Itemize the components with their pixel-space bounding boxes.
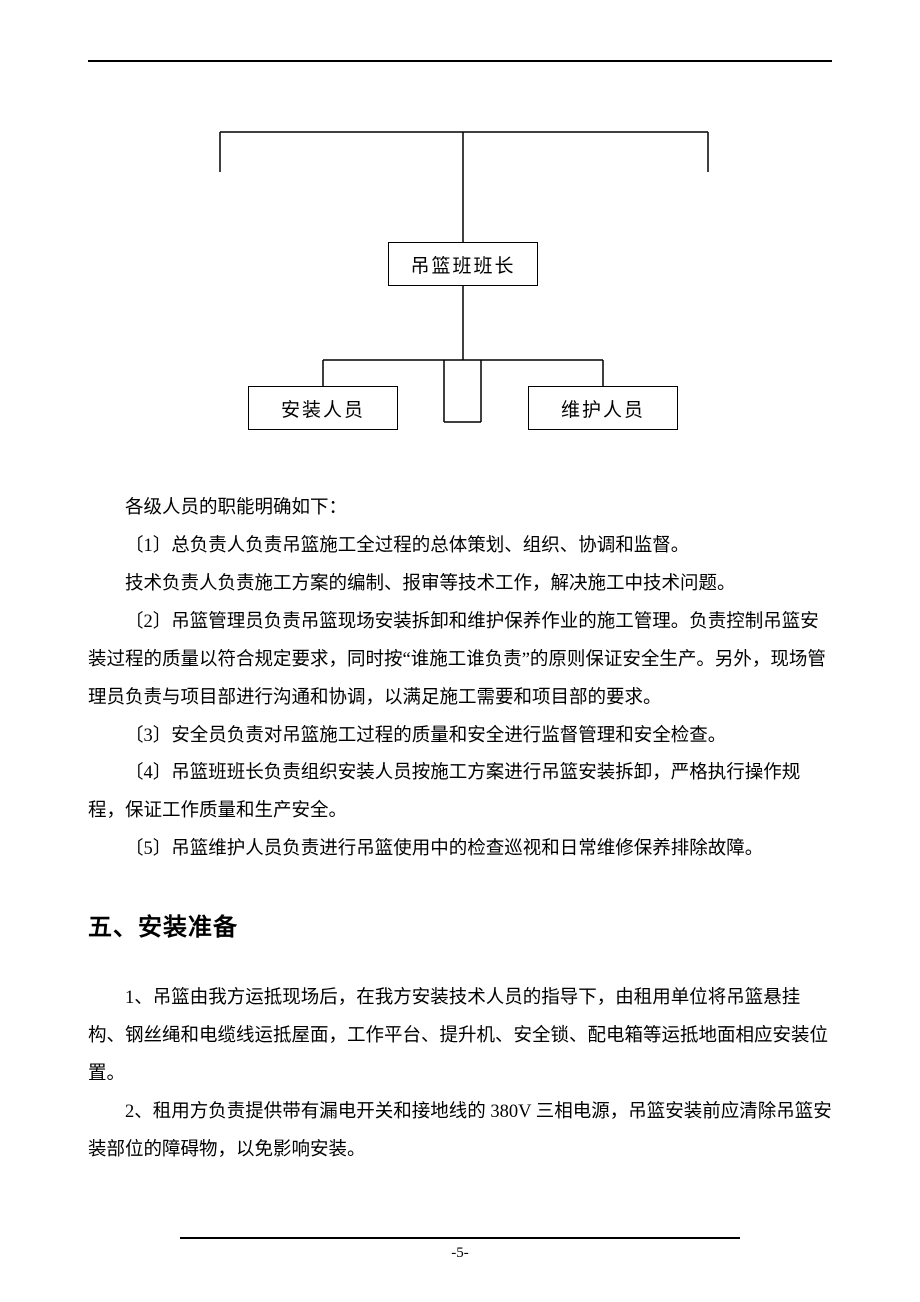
bottom-horizontal-rule [180, 1237, 740, 1239]
section-heading-5: 五、安装准备 [88, 903, 832, 952]
paragraph-intro: 各级人员的职能明确如下： [88, 490, 832, 528]
paragraph-4: 〔4〕吊篮班班长负责组织安装人员按施工方案进行吊篮安装拆卸，严格执行操作规程，保… [88, 755, 832, 831]
section5-paragraph-1: 1、吊篮由我方运抵现场后，在我方安装技术人员的指导下，由租用单位将吊篮悬挂构、钢… [88, 980, 832, 1094]
org-node-maintenance: 维护人员 [528, 386, 678, 430]
section5-paragraph-2: 2、租用方负责提供带有漏电开关和接地线的 380V 三相电源，吊篮安装前应清除吊… [88, 1094, 832, 1170]
org-node-label: 吊篮班班长 [410, 251, 515, 278]
org-node-label: 安装人员 [281, 395, 365, 422]
page: 吊篮班班长 安装人员 维护人员 各级人员的职能明确如下： 〔1〕总负责人负责吊篮… [0, 0, 920, 1302]
top-horizontal-rule [88, 60, 832, 62]
org-node-team-leader: 吊篮班班长 [388, 242, 538, 286]
paragraph-1: 〔1〕总负责人负责吊篮施工全过程的总体策划、组织、协调和监督。 [88, 528, 832, 566]
page-footer: -5- [88, 1237, 832, 1262]
org-node-label: 维护人员 [561, 395, 645, 422]
paragraph-1b: 技术负责人负责施工方案的编制、报审等技术工作，解决施工中技术问题。 [88, 566, 832, 604]
paragraph-5: 〔5〕吊篮维护人员负责进行吊篮使用中的检查巡视和日常维修保养排除故障。 [88, 831, 832, 869]
body-text: 各级人员的职能明确如下： 〔1〕总负责人负责吊篮施工全过程的总体策划、组织、协调… [88, 490, 832, 1170]
page-number: -5- [88, 1245, 832, 1262]
paragraph-2: 〔2〕吊篮管理员负责吊篮现场安装拆卸和维护保养作业的施工管理。负责控制吊篮安装过… [88, 604, 832, 718]
paragraph-3: 〔3〕安全员负责对吊篮施工过程的质量和安全进行监督管理和安全检查。 [88, 718, 832, 756]
org-node-installers: 安装人员 [248, 386, 398, 430]
org-chart: 吊篮班班长 安装人员 维护人员 [88, 102, 832, 452]
